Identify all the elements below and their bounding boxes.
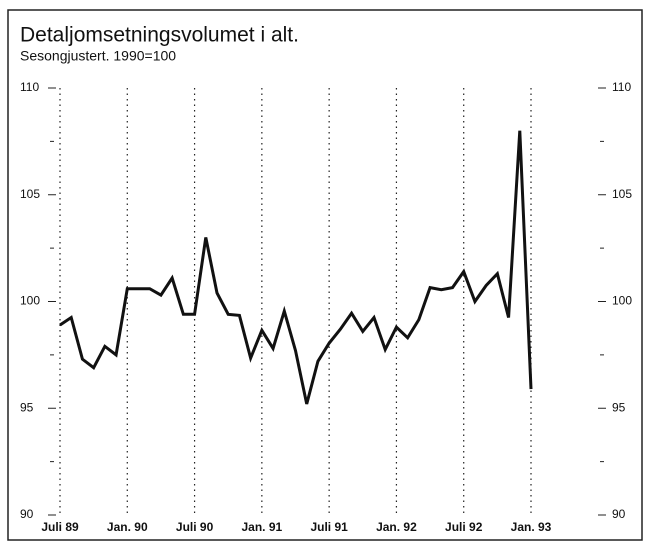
chart-title: Detaljomsetningsvolumet i alt.	[20, 24, 299, 47]
x-tick-label: Jan. 90	[107, 520, 148, 534]
x-tick-label: Juli 90	[176, 520, 214, 534]
x-tick-label: Juli 89	[41, 520, 79, 534]
frame	[7, 9, 643, 541]
y-tick-label: 100	[20, 294, 40, 308]
x-tick-label: Jan. 93	[511, 520, 552, 534]
y2-tick-label: 95	[612, 400, 626, 414]
x-tick-label: Juli 92	[445, 520, 483, 534]
y2-tick-label: 110	[612, 80, 631, 94]
y2-tick-label: 90	[612, 507, 626, 521]
chart-subtitle: Sesongjustert. 1990=100	[20, 48, 176, 64]
y-tick-label: 90	[20, 507, 34, 521]
y-tick-label: 105	[20, 187, 40, 201]
x-tick-label: Juli 91	[310, 520, 348, 534]
y-tick-label: 95	[20, 400, 34, 414]
x-tick-label: Jan. 91	[242, 520, 283, 534]
line	[59, 130, 533, 405]
y2-tick-label: 100	[612, 294, 632, 308]
y-tick-label: 110	[20, 80, 39, 94]
x-tick-label: Jan. 92	[376, 520, 417, 534]
y2-tick-label: 105	[612, 187, 632, 201]
